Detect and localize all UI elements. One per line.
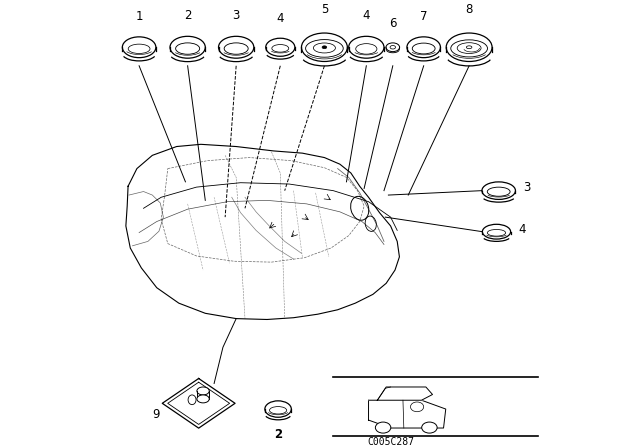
Text: 4: 4: [276, 12, 284, 25]
Ellipse shape: [188, 395, 196, 405]
Text: 7: 7: [420, 9, 428, 22]
Ellipse shape: [266, 38, 295, 56]
Text: 4: 4: [363, 9, 370, 22]
Ellipse shape: [407, 37, 440, 58]
Text: 4: 4: [518, 223, 526, 236]
Ellipse shape: [301, 33, 348, 61]
Ellipse shape: [376, 422, 391, 433]
Ellipse shape: [122, 37, 156, 58]
Ellipse shape: [483, 224, 511, 239]
Text: 1: 1: [135, 9, 143, 22]
Text: 2: 2: [274, 427, 282, 440]
Ellipse shape: [322, 46, 326, 49]
Polygon shape: [126, 144, 399, 319]
Text: 8: 8: [465, 4, 473, 17]
Ellipse shape: [265, 401, 291, 417]
Ellipse shape: [349, 36, 384, 58]
Ellipse shape: [482, 182, 515, 199]
Ellipse shape: [446, 33, 492, 61]
Text: 3: 3: [524, 181, 531, 194]
Ellipse shape: [197, 395, 209, 403]
Polygon shape: [369, 387, 433, 400]
Text: 5: 5: [321, 4, 328, 17]
Ellipse shape: [218, 36, 254, 58]
Text: C005C287: C005C287: [367, 437, 414, 447]
Ellipse shape: [197, 387, 209, 395]
Ellipse shape: [422, 422, 437, 433]
Text: 3: 3: [232, 9, 240, 22]
Text: 9: 9: [152, 408, 160, 421]
Polygon shape: [163, 379, 235, 428]
Ellipse shape: [170, 36, 205, 58]
Text: 6: 6: [389, 17, 397, 30]
Polygon shape: [369, 400, 445, 428]
Text: 2: 2: [184, 9, 191, 22]
